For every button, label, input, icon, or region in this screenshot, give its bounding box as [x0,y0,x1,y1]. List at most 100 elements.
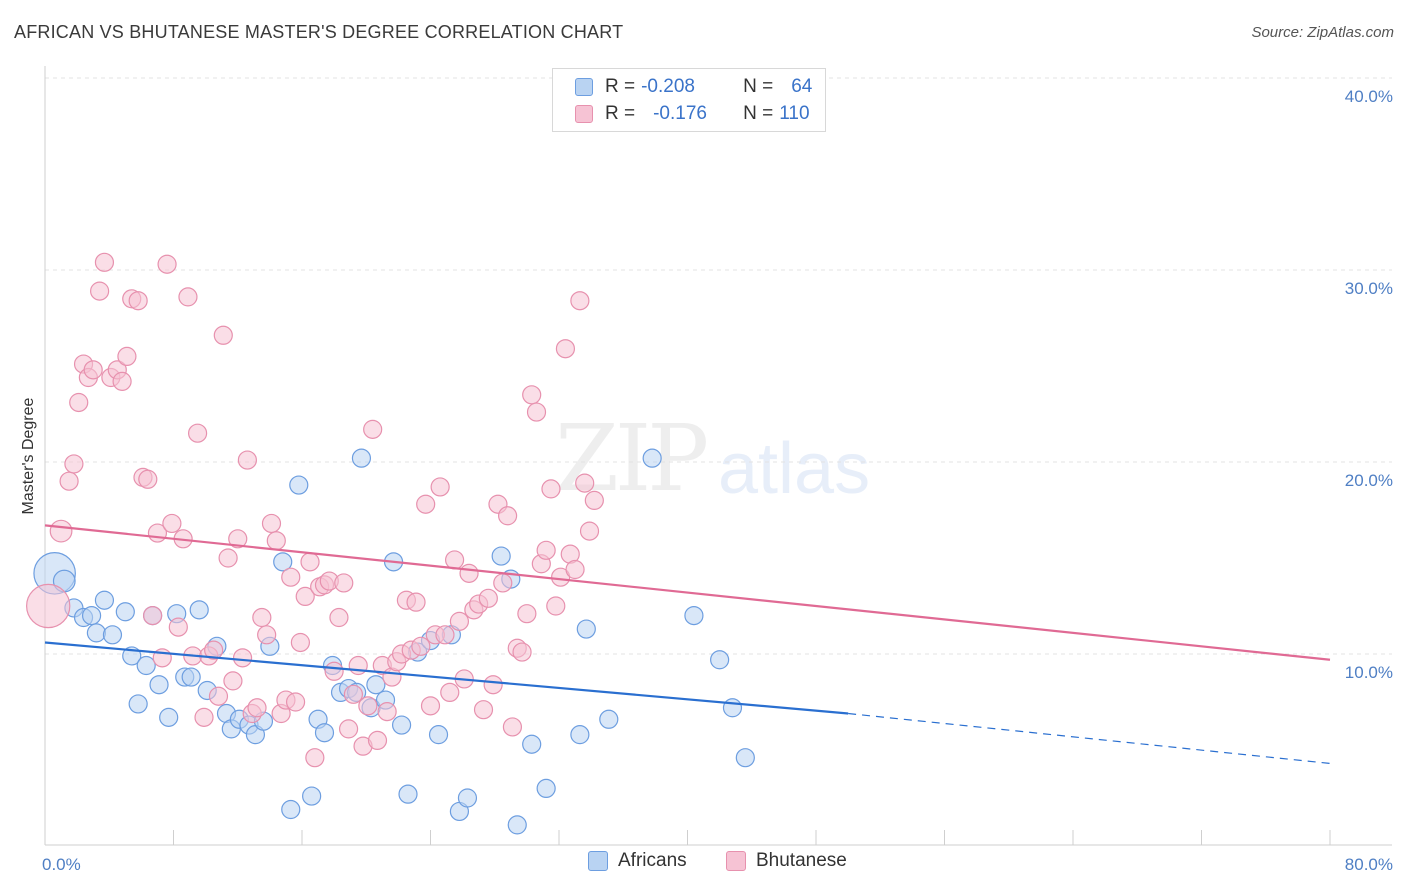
data-point [579,521,600,541]
axis-labels: 10.0% 20.0% 30.0% 40.0% 0.0% 80.0% Master's De… [20,87,1393,874]
legend-r-label: R = [605,76,636,97]
data-point [498,506,518,526]
data-point [457,788,478,808]
legend-n-value: 110 [779,103,810,124]
legend-n-label: N = [743,103,774,124]
data-point [526,402,547,422]
data-point [599,709,619,729]
data-point [444,550,465,570]
legend-r-value: -0.208 [641,76,695,97]
bottom-legend-bhutanese: Bhutanese [726,850,847,872]
legend-n-label: N = [743,76,774,97]
data-point [232,648,253,668]
y-axis-label: Master's Degree [20,397,37,514]
data-point [302,786,322,806]
data-point [367,730,388,751]
data-point [338,719,359,739]
data-point [189,600,209,620]
source-label: Source: ZipAtlas.com [1251,24,1394,41]
data-point [273,552,293,572]
data-point [435,625,455,645]
data-point [290,632,310,653]
data-point [305,748,325,768]
series-africans [33,448,755,835]
data-point [343,684,363,704]
data-point [208,686,229,706]
data-point [187,423,208,443]
bottom-legend-africans: Africans [588,850,687,872]
data-point [314,723,335,743]
data-point [218,548,238,568]
legend-r-value: -0.176 [653,103,707,124]
data-point [261,513,282,534]
data-point [281,799,301,820]
data-point [281,567,301,587]
data-point [710,650,730,670]
data-point [440,682,460,703]
data-point [300,552,320,572]
data-point [575,473,595,493]
legend-swatch-bhutanese [575,105,593,123]
watermark-zip: ZIP [555,405,709,512]
data-point [159,707,179,727]
bottom-legend-label-africans: Africans [618,850,687,871]
axes [44,66,1392,846]
data-point [507,815,527,835]
x-tick-label: 0.0% [42,855,81,874]
data-point [64,454,84,474]
data-point [536,778,556,799]
y-tick-label: 40.0% [1345,87,1393,106]
data-point [128,291,148,311]
data-point [86,623,107,643]
data-point [366,675,386,695]
data-point [430,477,450,497]
y-tick-label: 20.0% [1345,471,1393,490]
legend-n-value: 64 [791,76,813,97]
data-point [204,640,224,660]
data-point [502,717,523,737]
data-point [285,692,306,712]
data-point [428,725,449,745]
data-point [128,694,148,714]
data-point [398,784,418,804]
data-point [536,540,556,560]
data-point [555,339,576,359]
data-point [473,700,494,720]
data-point [565,559,585,580]
data-point [266,531,286,551]
data-point [478,588,498,608]
data-point [26,583,71,629]
data-point [138,469,158,489]
data-point [517,604,537,624]
chart-title: AFRICAN VS BHUTANESE MASTER'S DEGREE COR… [14,22,624,42]
data-point [178,287,198,307]
data-point [570,725,590,745]
data-point [257,625,277,645]
data-point [162,513,182,534]
series-bhutanese [26,252,604,768]
trend-line-africans-extension [848,712,1331,765]
data-point [334,573,354,593]
data-point [94,252,115,272]
data-point [90,281,110,301]
data-point [391,715,412,735]
data-point [223,671,243,691]
data-point [722,698,743,718]
data-point [149,675,169,695]
data-point [493,573,513,593]
data-point [117,346,137,366]
legend-row-africans: R = -0.208 N = 64 [575,74,812,100]
trend-line-bhutanese [44,524,1331,661]
watermark-atlas: atlas [718,429,871,509]
data-point [449,611,470,631]
data-point [684,605,704,626]
data-point [459,563,479,583]
y-tick-label: 30.0% [1345,279,1393,298]
data-point [194,707,214,727]
bottom-legend-swatch-bhutanese [726,851,746,871]
data-point [420,696,441,716]
legend-r-label: R = [605,103,636,124]
data-point [642,448,662,468]
data-point [570,291,590,311]
